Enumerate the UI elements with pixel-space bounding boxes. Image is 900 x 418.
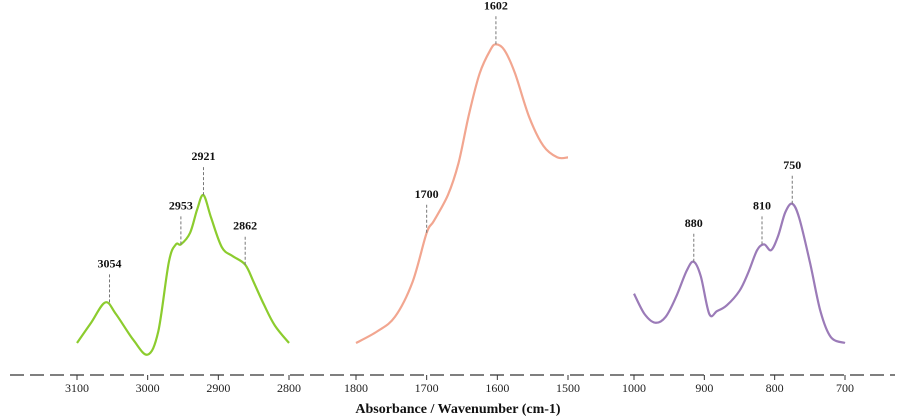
peak-label: 3054 (98, 256, 122, 270)
panel-3: 1000 900 800 700 880 810 750 (622, 158, 854, 395)
peak-label: 1700 (415, 187, 439, 201)
x-tick-label: 1000 (622, 381, 646, 395)
peak-label: 2953 (169, 198, 193, 212)
spectrum-panels: 3100 3000 2900 2800 3054 2953 2921 2862 1800 1700… (65, 0, 854, 395)
spectrum-line (355, 43, 569, 344)
peak-label: 2921 (191, 149, 215, 163)
x-tick-label: 3100 (65, 381, 89, 395)
x-tick-label: 900 (695, 381, 713, 395)
panel-1: 3100 3000 2900 2800 3054 2953 2921 2862 (65, 149, 301, 395)
x-tick-label: 2900 (206, 381, 230, 395)
spectrum-line (633, 202, 846, 345)
peak-label: 1602 (484, 0, 508, 12)
peak-label: 2862 (233, 219, 257, 233)
spectrum-line (76, 193, 290, 356)
x-tick-label: 700 (836, 381, 854, 395)
panel-2: 1800 1700 1600 1500 1700 1602 (344, 0, 580, 395)
peak-label: 810 (753, 198, 771, 212)
x-tick-label: 1500 (556, 381, 580, 395)
x-tick-label: 3000 (136, 381, 160, 395)
peak-label: 750 (783, 158, 801, 172)
x-tick-label: 800 (766, 381, 784, 395)
x-tick-label: 1800 (344, 381, 368, 395)
x-tick-label: 1700 (415, 381, 439, 395)
x-axis-title: Absorbance / Wavenumber (cm-1) (355, 402, 561, 417)
x-tick-label: 1600 (485, 381, 509, 395)
x-tick-label: 2800 (277, 381, 301, 395)
peak-label: 880 (685, 216, 703, 230)
